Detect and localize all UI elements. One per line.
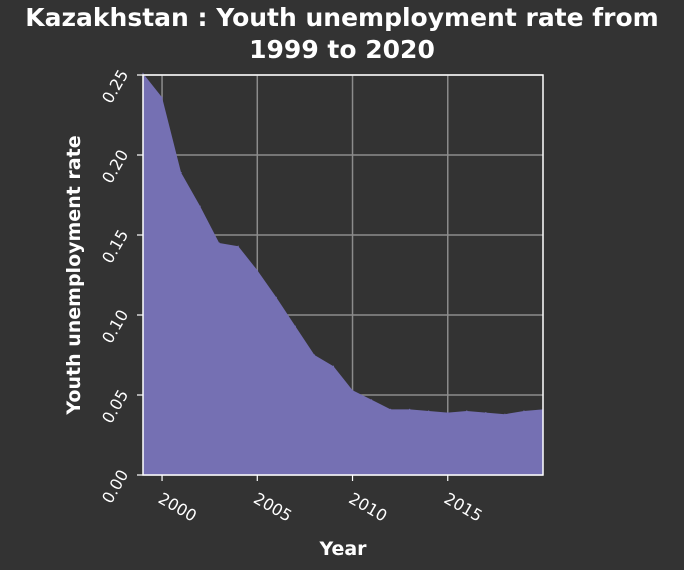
data-point xyxy=(390,408,392,410)
chart-title-line-2: 1999 to 2020 xyxy=(249,35,435,64)
data-point xyxy=(409,408,411,410)
data-point xyxy=(370,399,373,401)
data-point xyxy=(161,96,163,98)
data-point xyxy=(199,205,201,207)
data-point xyxy=(180,172,182,174)
chart-title-line-1: Kazakhstan : Youth unemployment rate fro… xyxy=(25,3,658,32)
data-point xyxy=(332,365,335,367)
data-point xyxy=(523,410,525,412)
data-point xyxy=(256,269,258,271)
area-series xyxy=(143,73,543,476)
data-point xyxy=(447,412,449,414)
x-axis-label: Year xyxy=(318,538,367,560)
y-axis-label: Youth unemployment rate xyxy=(63,135,85,415)
data-point xyxy=(485,412,487,414)
data-point xyxy=(237,245,239,247)
data-point xyxy=(351,389,354,391)
data-point xyxy=(466,410,468,412)
data-point xyxy=(218,242,220,244)
data-point xyxy=(428,410,430,412)
data-point xyxy=(294,325,296,327)
data-point xyxy=(504,413,506,415)
series-layer xyxy=(142,72,544,476)
data-point xyxy=(275,296,277,298)
data-point xyxy=(313,354,316,356)
plot-frame xyxy=(142,74,544,476)
data-point xyxy=(142,72,144,74)
